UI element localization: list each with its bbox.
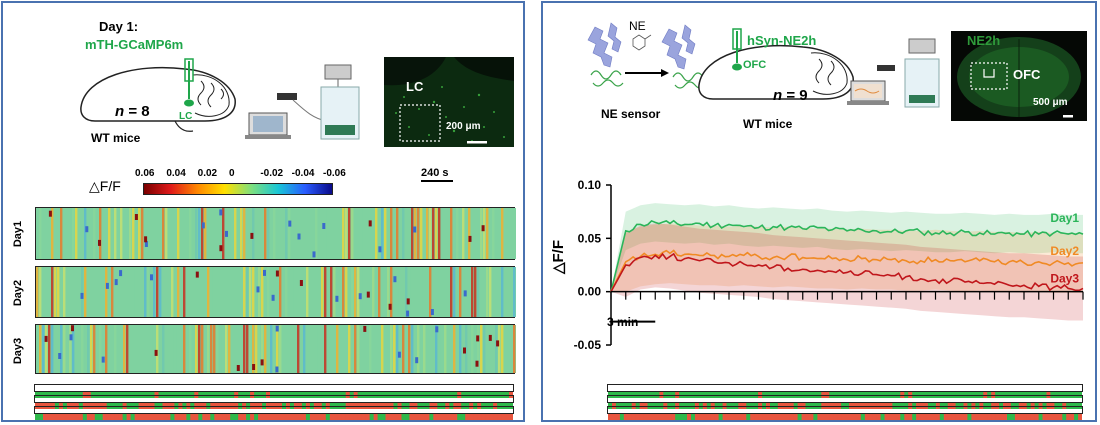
heatmap-day3 xyxy=(35,324,516,374)
row-label-day1: Day1 xyxy=(12,220,25,248)
micrograph-title: NE2h xyxy=(967,33,1001,48)
y-axis-label: △F/F xyxy=(550,239,568,275)
n-value: = 8 xyxy=(128,103,150,120)
n-symbol: n xyxy=(115,103,125,120)
micrograph-region-label: LC xyxy=(406,79,424,94)
ofc-region-label: OFC xyxy=(743,59,767,71)
colorbar-ticks: 0.06 0.04 0.02 0 -0.02 -0.04 -0.06 xyxy=(135,168,346,180)
y-tick-label: 0.00 xyxy=(578,285,602,299)
micrograph-scale-b: 500 μm xyxy=(1033,97,1068,108)
ofc-micrograph-texture xyxy=(957,37,1081,118)
micrograph-scale-label: 200 μm xyxy=(446,121,481,132)
strip-texture xyxy=(608,414,1083,420)
colorbar-tick: -0.06 xyxy=(323,168,346,179)
ne-sensor-illustration xyxy=(587,22,706,89)
n-count: n = 8 xyxy=(115,103,150,120)
sensor-label: mTH-GCaMP6m xyxy=(85,37,184,52)
x-ticks xyxy=(610,290,1084,323)
strip-b-day2 xyxy=(607,395,1083,409)
heatmap-texture xyxy=(36,208,516,259)
y-tick-label: -0.05 xyxy=(574,338,602,352)
colorbar-tick: 0 xyxy=(229,168,235,179)
strip-day3 xyxy=(34,406,514,420)
y-tick-label: 0.10 xyxy=(578,178,602,192)
sem-band xyxy=(611,223,1083,293)
ne-label: NE xyxy=(629,19,646,33)
mouse-brain-illustration-b xyxy=(698,28,854,100)
virus-label: hSyn-NE2h xyxy=(747,33,817,48)
y-ticks: 0.10 0.05 0.00 -0.05 xyxy=(574,178,612,352)
strip-texture xyxy=(35,414,514,420)
mice-label: WT mice xyxy=(91,131,141,145)
series-lines xyxy=(610,219,1084,293)
mice-label-b: WT mice xyxy=(743,117,793,131)
legend: Day1 Day2 Day3 xyxy=(1050,211,1079,285)
series-line xyxy=(610,252,1084,293)
n-count-b: n = 9 xyxy=(773,87,808,104)
lc-micrograph: LC 200 μm xyxy=(384,57,514,147)
strip-day1 xyxy=(34,384,514,398)
line-chart: 0.10 0.05 0.00 -0.05 Day1 Day2 Day3 xyxy=(574,178,1084,352)
heatmap-day1 xyxy=(35,207,516,260)
lc-micrograph-texture xyxy=(384,57,514,147)
n-value-b: = 9 xyxy=(786,87,808,104)
mouse-brain-illustration xyxy=(80,58,236,132)
row-label-day2: Day2 xyxy=(12,279,25,307)
panel-a: Day 1: mTH-GCaMP6m LC n = 8 WT mice xyxy=(1,1,525,422)
day-label: Day 1: xyxy=(99,19,139,34)
heatmap-texture xyxy=(36,267,516,317)
legend-label: Day1 xyxy=(1050,211,1079,225)
sem-bands xyxy=(611,203,1083,321)
time-scale-label-b: 3 min xyxy=(607,315,639,329)
time-scale-bar xyxy=(421,180,453,182)
series-line xyxy=(610,219,1084,292)
ne-sensor-caption: NE sensor xyxy=(601,107,661,121)
strip-day2 xyxy=(34,395,514,409)
colorbar xyxy=(143,183,333,195)
time-scale-label: 240 s xyxy=(421,167,449,179)
legend-label: Day2 xyxy=(1050,244,1079,258)
heatmap-day2 xyxy=(35,266,516,318)
colorbar-tick: 0.04 xyxy=(166,168,186,179)
strip-b-day1 xyxy=(607,384,1083,398)
heatmap-texture xyxy=(36,325,516,373)
strip-b-day3 xyxy=(607,406,1083,420)
row-label-day3: Day3 xyxy=(12,337,25,365)
panel-b: NE NE sensor hSyn-NE2h OFC n = 9 WT mice xyxy=(541,1,1097,422)
ofc-micrograph: NE2h OFC 500 μm xyxy=(951,31,1087,121)
legend-label: Day3 xyxy=(1050,271,1079,285)
colorbar-tick: -0.02 xyxy=(260,168,284,179)
n-symbol-b: n xyxy=(773,87,783,104)
colorbar-label: △F/F xyxy=(89,178,121,194)
lc-region-label: LC xyxy=(179,111,193,122)
series-line xyxy=(610,249,1084,293)
recording-setup-illustration-b xyxy=(847,38,940,108)
y-tick-label: 0.05 xyxy=(578,231,602,245)
micrograph-region-b: OFC xyxy=(1013,67,1041,82)
recording-setup-illustration xyxy=(245,64,360,140)
colorbar-tick: 0.06 xyxy=(135,168,155,179)
colorbar-tick: -0.04 xyxy=(291,168,315,179)
colorbar-tick: 0.02 xyxy=(197,168,218,179)
